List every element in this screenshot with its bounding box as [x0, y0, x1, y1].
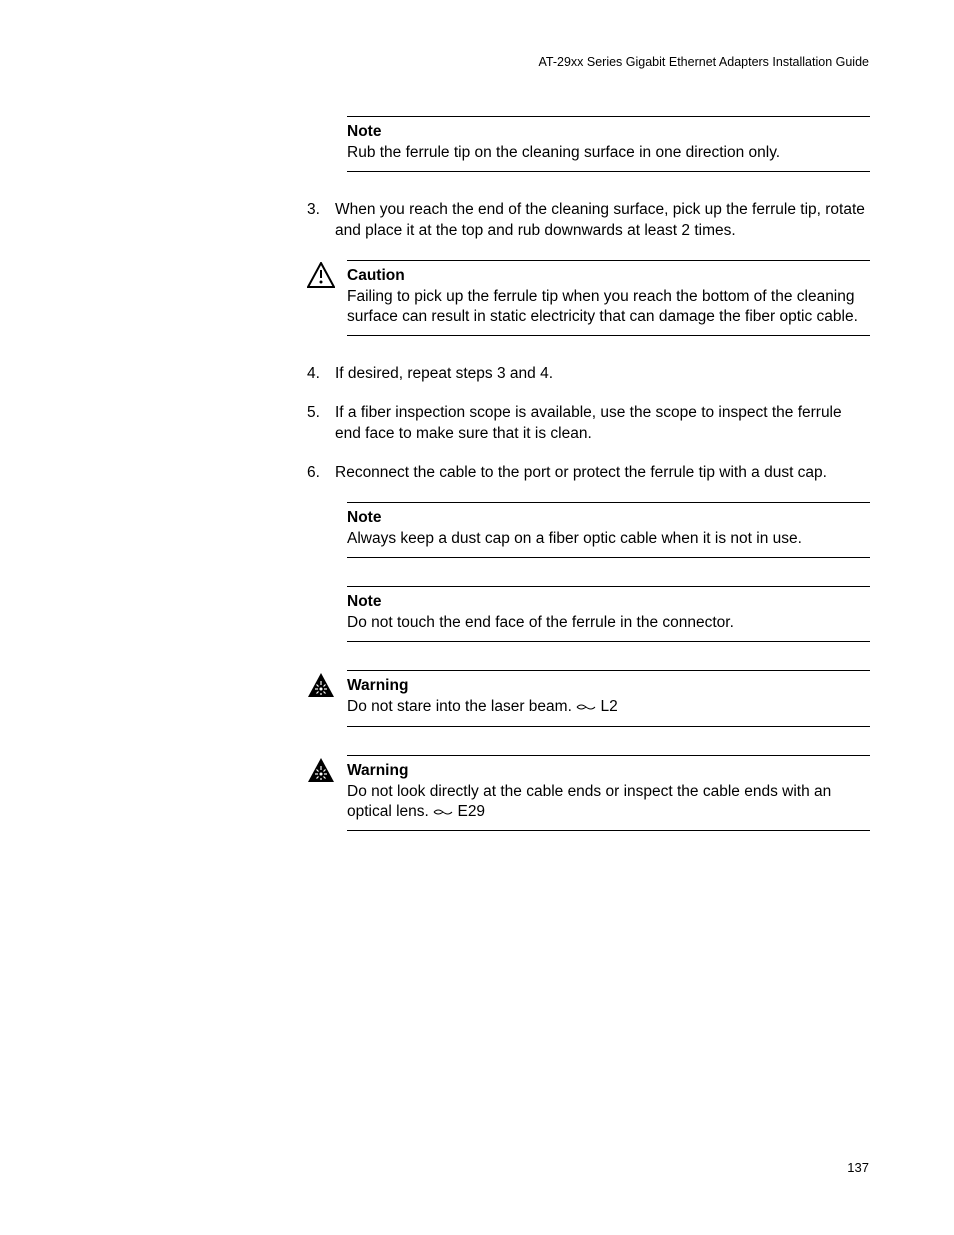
caution-body: Failing to pick up the ferrule tip when …	[347, 287, 870, 327]
reference-icon	[576, 697, 596, 717]
warning-callout-1: Warning Do not stare into the laser beam…	[307, 670, 870, 726]
warning-body: Do not look directly at the cable ends o…	[347, 782, 870, 822]
note-box-1: Note Rub the ferrule tip on the cleaning…	[347, 116, 870, 172]
warning-box: Warning Do not stare into the laser beam…	[347, 670, 870, 726]
caution-callout: Caution Failing to pick up the ferrule t…	[307, 260, 870, 336]
list-item-5: 5. If a fiber inspection scope is availa…	[307, 403, 870, 445]
note-box-3: Note Do not touch the end face of the fe…	[347, 586, 870, 642]
warning-text-post: L2	[596, 698, 618, 715]
warning-text-pre: Do not stare into the laser beam.	[347, 698, 576, 715]
warning-text-post: E29	[453, 803, 485, 820]
caution-box: Caution Failing to pick up the ferrule t…	[347, 260, 870, 336]
list-item-4: 4. If desired, repeat steps 3 and 4.	[307, 364, 870, 385]
note-body: Do not touch the end face of the ferrule…	[347, 613, 870, 633]
page-number: 137	[847, 1160, 869, 1175]
laser-warning-icon	[307, 672, 335, 698]
list-text: Reconnect the cable to the port or prote…	[335, 463, 870, 484]
list-number: 4.	[307, 364, 335, 385]
list-number: 5.	[307, 403, 335, 445]
document-page: AT-29xx Series Gigabit Ethernet Adapters…	[0, 0, 954, 1235]
warning-text-pre: Do not look directly at the cable ends o…	[347, 783, 831, 820]
note-title: Note	[347, 593, 870, 611]
note-title: Note	[347, 509, 870, 527]
note-body: Rub the ferrule tip on the cleaning surf…	[347, 143, 870, 163]
list-number: 3.	[307, 200, 335, 242]
warning-body: Do not stare into the laser beam. L2	[347, 697, 870, 717]
content-area: Note Rub the ferrule tip on the cleaning…	[307, 108, 870, 859]
note-title: Note	[347, 123, 870, 141]
list-item-6: 6. Reconnect the cable to the port or pr…	[307, 463, 870, 484]
note-body: Always keep a dust cap on a fiber optic …	[347, 529, 870, 549]
caution-icon	[307, 262, 335, 288]
note-box-2: Note Always keep a dust cap on a fiber o…	[347, 502, 870, 558]
list-text: If desired, repeat steps 3 and 4.	[335, 364, 870, 385]
page-header: AT-29xx Series Gigabit Ethernet Adapters…	[538, 55, 869, 69]
warning-title: Warning	[347, 762, 870, 780]
list-number: 6.	[307, 463, 335, 484]
warning-callout-2: Warning Do not look directly at the cabl…	[307, 755, 870, 831]
list-item-3: 3. When you reach the end of the cleanin…	[307, 200, 870, 242]
warning-title: Warning	[347, 677, 870, 695]
caution-title: Caution	[347, 267, 870, 285]
warning-box: Warning Do not look directly at the cabl…	[347, 755, 870, 831]
list-text: If a fiber inspection scope is available…	[335, 403, 870, 445]
reference-icon	[433, 802, 453, 822]
list-text: When you reach the end of the cleaning s…	[335, 200, 870, 242]
laser-warning-icon	[307, 757, 335, 783]
